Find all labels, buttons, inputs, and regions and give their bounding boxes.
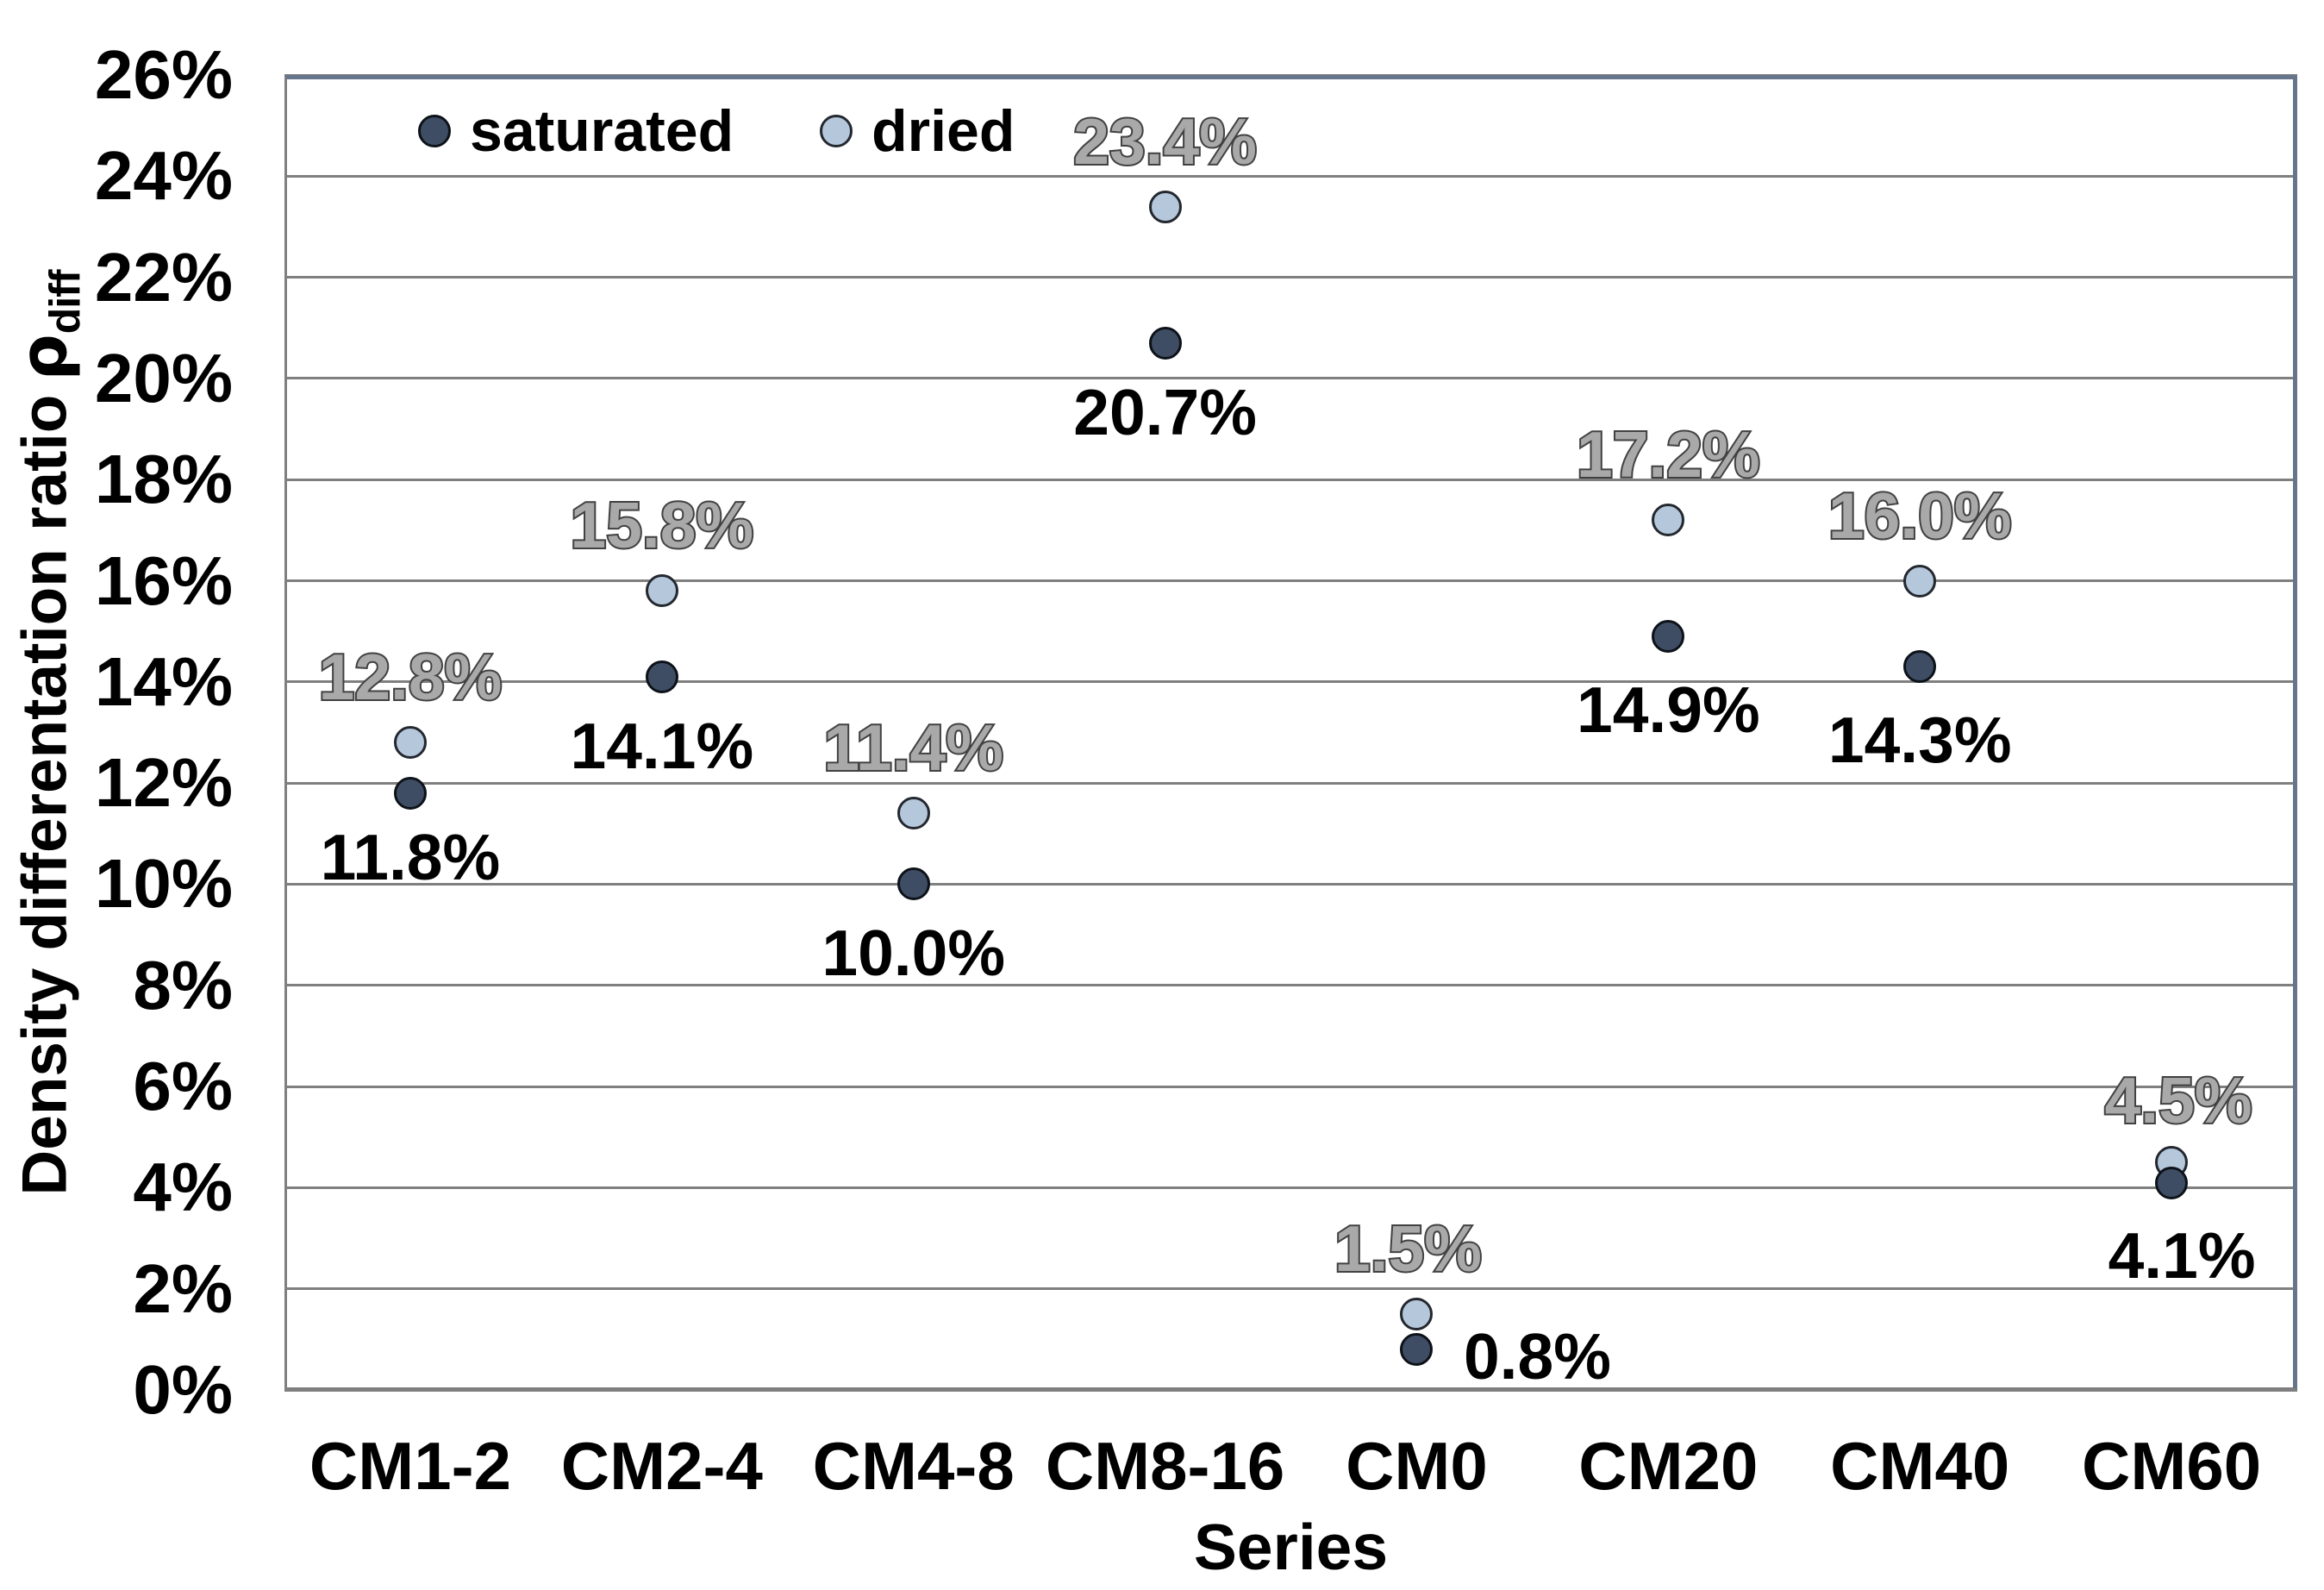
- gridline-26: [284, 73, 2297, 77]
- y-tick-18%: 18%: [94, 441, 233, 518]
- rho-symbol: ρ: [4, 334, 82, 381]
- label-dried-CM1-2: 12.8%: [317, 641, 504, 714]
- rho-subscript: diff: [41, 270, 90, 335]
- y-tick-8%: 8%: [133, 946, 233, 1023]
- gridline-20: [284, 377, 2297, 380]
- gridline-4: [284, 1186, 2297, 1189]
- point-saturated-CM0: [1400, 1333, 1434, 1367]
- y-tick-24%: 24%: [94, 137, 233, 215]
- point-saturated-CM60: [2155, 1166, 2189, 1199]
- point-saturated-CM40: [1903, 650, 1937, 684]
- gridline-8: [284, 984, 2297, 987]
- gridline-0: [284, 1388, 2297, 1392]
- label-dried-CM8-16: 23.4%: [1071, 104, 1259, 178]
- y-tick-26%: 26%: [94, 36, 233, 113]
- point-saturated-CM2-4: [645, 660, 678, 693]
- legend-label-dried: dried: [872, 98, 1015, 164]
- label-saturated-CM4-8: 10.0%: [822, 917, 1006, 990]
- legend-item-dried: dried: [820, 98, 1015, 164]
- y-tick-20%: 20%: [94, 339, 233, 416]
- point-dried-CM4-8: [896, 797, 930, 830]
- x-tick-CM0: CM0: [1346, 1428, 1488, 1504]
- y-tick-12%: 12%: [94, 744, 233, 822]
- x-tick-CM4-8: CM4-8: [812, 1428, 1015, 1504]
- x-axis-title: Series: [1193, 1511, 1389, 1583]
- label-dried-CM2-4: 15.8%: [568, 489, 755, 562]
- point-dried-CM8-16: [1148, 190, 1182, 223]
- y-tick-14%: 14%: [94, 642, 233, 720]
- label-dried-CM60: 4.5%: [2103, 1064, 2254, 1137]
- legend-item-saturated: saturated: [418, 98, 734, 164]
- gridline-22: [284, 276, 2297, 279]
- y-tick-4%: 4%: [133, 1149, 233, 1226]
- label-dried-CM0: 1.5%: [1333, 1212, 1484, 1286]
- y-tick-0%: 0%: [133, 1351, 233, 1428]
- label-saturated-CM60: 4.1%: [2108, 1218, 2256, 1292]
- point-saturated-CM8-16: [1148, 326, 1182, 360]
- gridline-24: [284, 174, 2297, 178]
- y-axis-title-text: Density differentation ratio: [9, 394, 80, 1196]
- x-tick-CM60: CM60: [2082, 1428, 2262, 1504]
- y-tick-2%: 2%: [133, 1249, 233, 1327]
- legend: saturated dried: [418, 98, 1015, 164]
- y-tick-6%: 6%: [133, 1048, 233, 1125]
- point-saturated-CM1-2: [393, 776, 427, 810]
- x-tick-CM2-4: CM2-4: [560, 1428, 763, 1504]
- point-dried-CM1-2: [393, 726, 427, 760]
- label-saturated-CM40: 14.3%: [1827, 704, 2012, 777]
- label-saturated-CM1-2: 11.8%: [320, 820, 501, 893]
- point-dried-CM0: [1400, 1298, 1434, 1331]
- label-dried-CM4-8: 11.4%: [822, 711, 1005, 785]
- label-dried-CM20: 17.2%: [1575, 418, 1762, 491]
- label-saturated-CM8-16: 20.7%: [1073, 375, 1257, 448]
- legend-label-saturated: saturated: [470, 98, 734, 164]
- point-saturated-CM20: [1652, 620, 1685, 654]
- label-saturated-CM20: 14.9%: [1576, 673, 1760, 747]
- point-dried-CM20: [1652, 504, 1685, 537]
- label-saturated-CM0: 0.8%: [1463, 1320, 1611, 1393]
- x-tick-CM8-16: CM8-16: [1045, 1428, 1285, 1504]
- point-dried-CM40: [1903, 564, 1937, 598]
- legend-marker-saturated-icon: [418, 115, 451, 147]
- gridline-6: [284, 1085, 2297, 1088]
- y-tick-16%: 16%: [94, 541, 233, 619]
- legend-marker-dried-icon: [820, 115, 853, 147]
- gridline-2: [284, 1287, 2297, 1291]
- y-tick-10%: 10%: [94, 845, 233, 923]
- gridline-16: [284, 579, 2297, 583]
- x-tick-CM20: CM20: [1578, 1428, 1759, 1504]
- label-saturated-CM2-4: 14.1%: [570, 709, 754, 782]
- x-tick-CM1-2: CM1-2: [309, 1428, 511, 1504]
- point-saturated-CM4-8: [896, 867, 930, 901]
- point-dried-CM2-4: [645, 574, 678, 608]
- gridline-14: [284, 680, 2297, 684]
- y-axis-title: Density differentation ratio ρdiff: [5, 271, 91, 1196]
- x-tick-CM40: CM40: [1830, 1428, 2010, 1504]
- gridline-12: [284, 781, 2297, 785]
- label-dried-CM40: 16.0%: [1827, 479, 2014, 552]
- gridline-10: [284, 882, 2297, 886]
- y-tick-22%: 22%: [94, 238, 233, 316]
